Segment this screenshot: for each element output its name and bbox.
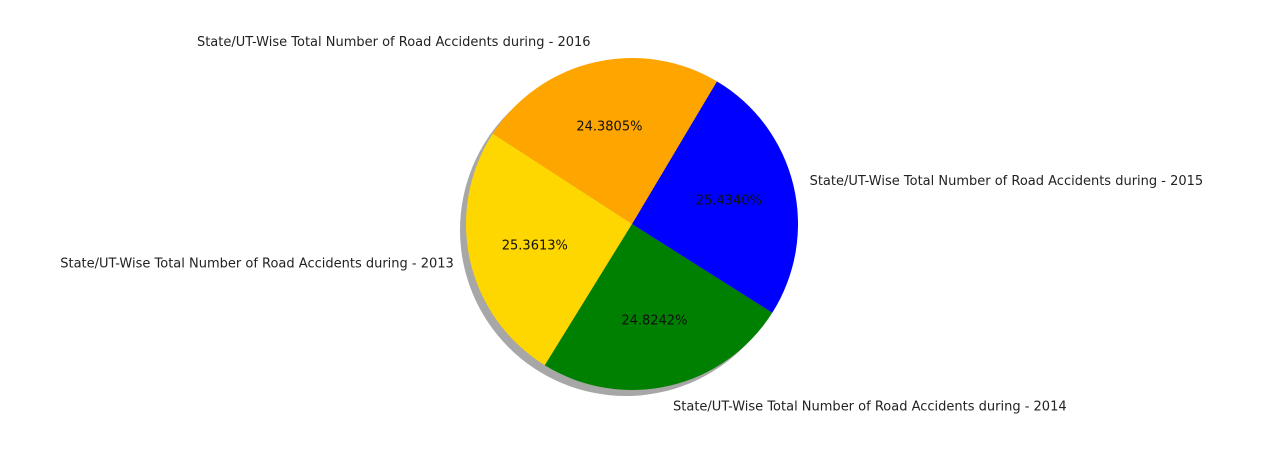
pie-percent-label-1: 25.3613% [502,238,568,253]
pie-slices [466,57,799,390]
pie-percent-label-4: 24.3805% [576,119,642,134]
pie-slice-label-1: State/UT-Wise Total Number of Road Accid… [60,256,454,271]
pie-slice-1 [466,133,632,366]
pie-slice-4 [492,57,717,224]
pie-slice-label-4: State/UT-Wise Total Number of Road Accid… [197,35,591,50]
pie-percent-labels: 25.3613% 24.8242% 25.4340% 24.3805% [502,119,762,328]
pie-percent-label-3: 25.4340% [696,193,762,208]
pie-slice-label-2: State/UT-Wise Total Number of Road Accid… [673,400,1067,415]
pie-percent-label-2: 24.8242% [621,314,687,329]
pie-slice-3 [632,81,799,313]
pie-slice-2 [544,224,773,390]
pie-slice-labels: State/UT-Wise Total Number of Road Accid… [60,35,1203,415]
pie-slice-label-3: State/UT-Wise Total Number of Road Accid… [810,174,1204,189]
